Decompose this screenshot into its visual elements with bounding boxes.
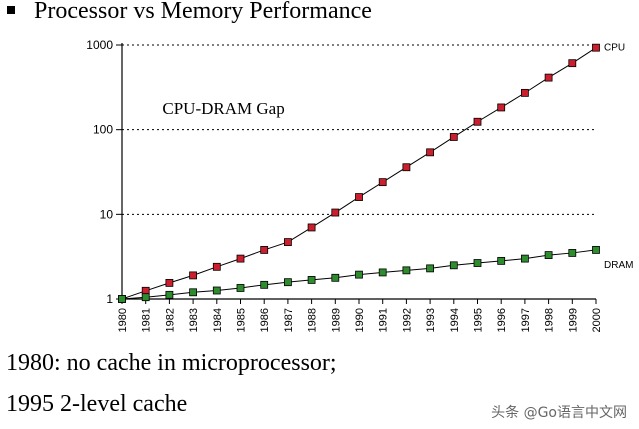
cpu-point bbox=[426, 148, 435, 157]
y-tick-label: 1 bbox=[106, 292, 113, 306]
y-tick-label: 1000 bbox=[86, 38, 113, 52]
dram-point bbox=[189, 288, 198, 297]
dram-point bbox=[212, 286, 221, 295]
note-line-1: 1980: no cache in microprocessor; bbox=[6, 350, 337, 376]
x-tick-label: 1997 bbox=[520, 308, 532, 332]
x-tick-label: 1992 bbox=[401, 308, 413, 332]
dram-point bbox=[307, 276, 316, 284]
cpu-point bbox=[544, 73, 553, 82]
cpu-point bbox=[260, 246, 269, 254]
x-tick-label: 1996 bbox=[496, 308, 508, 332]
cpu-point bbox=[497, 103, 506, 112]
dram-point bbox=[497, 256, 506, 265]
cpu-point bbox=[141, 286, 150, 295]
x-tick-label: 1994 bbox=[449, 308, 461, 332]
cpu-point bbox=[283, 238, 292, 246]
x-tick-label: 2000 bbox=[591, 308, 603, 332]
axis-layer bbox=[116, 43, 597, 304]
label-layer: 1 10 100 1000 1980 1981 1982 1983 1984 1985 1986 19… bbox=[86, 38, 633, 332]
gap-annotation: CPU-DRAM Gap bbox=[162, 99, 284, 118]
cpu-point bbox=[592, 43, 600, 52]
x-tick-label: 1982 bbox=[164, 308, 176, 332]
x-tick-label: 1981 bbox=[141, 308, 153, 332]
cpu-point bbox=[402, 163, 411, 172]
cpu-series-label: CPU bbox=[604, 43, 625, 54]
series-layer bbox=[118, 43, 600, 303]
bullet-square bbox=[7, 6, 15, 14]
x-tick-label: 1984 bbox=[212, 308, 224, 332]
dram-point bbox=[236, 284, 245, 292]
dram-point bbox=[355, 270, 363, 279]
grid-layer bbox=[122, 44, 596, 215]
dram-point bbox=[378, 268, 387, 277]
x-tick-label: 1988 bbox=[307, 308, 319, 332]
x-tick-label: 1995 bbox=[473, 308, 485, 332]
cpu-point bbox=[236, 254, 245, 263]
dram-point bbox=[283, 278, 292, 287]
cpu-point bbox=[189, 271, 198, 280]
cpu-point bbox=[165, 278, 174, 287]
dram-point bbox=[402, 266, 411, 275]
dram-point bbox=[473, 259, 482, 267]
cpu-point bbox=[355, 193, 363, 201]
slide-title: Processor vs Memory Performance bbox=[34, 0, 372, 24]
dram-point bbox=[592, 246, 600, 254]
cpu-point bbox=[449, 133, 458, 141]
x-tick-label: 1986 bbox=[259, 308, 271, 332]
dram-point bbox=[141, 293, 150, 302]
dram-point bbox=[521, 254, 529, 263]
dram-point bbox=[449, 261, 458, 270]
y-tick-label: 100 bbox=[93, 123, 113, 137]
cpu-point bbox=[568, 59, 577, 68]
x-tick-label: 1993 bbox=[425, 308, 437, 332]
x-tick-label: 1989 bbox=[330, 308, 342, 332]
cpu-point bbox=[378, 178, 387, 187]
note-line-2: 1995 2-level cache bbox=[6, 391, 188, 417]
cpu-point bbox=[473, 117, 482, 126]
x-tick-label: 1987 bbox=[283, 308, 295, 332]
dram-point bbox=[544, 251, 553, 259]
dram-point bbox=[568, 249, 577, 257]
dram-point bbox=[331, 273, 340, 282]
x-tick-label: 1985 bbox=[236, 308, 248, 332]
dram-point bbox=[260, 280, 269, 289]
cpu-point bbox=[307, 223, 316, 232]
cpu-point bbox=[331, 208, 340, 217]
dram-point bbox=[426, 264, 435, 273]
x-tick-label: 1991 bbox=[378, 308, 390, 332]
dram-point bbox=[165, 290, 174, 299]
cpu-point bbox=[521, 88, 529, 97]
x-tick-label: 1999 bbox=[567, 308, 579, 332]
dram-series-label: DRAM bbox=[604, 260, 633, 271]
watermark: 头条 @Go语言中文网 bbox=[491, 405, 627, 421]
x-tick-label: 1998 bbox=[544, 308, 556, 332]
x-tick-label: 1983 bbox=[188, 308, 200, 332]
cpu-point bbox=[212, 262, 221, 271]
y-tick-label: 10 bbox=[100, 207, 114, 221]
x-tick-label: 1980 bbox=[117, 308, 129, 332]
dram-point bbox=[118, 295, 126, 303]
x-tick-label: 1990 bbox=[354, 308, 366, 332]
